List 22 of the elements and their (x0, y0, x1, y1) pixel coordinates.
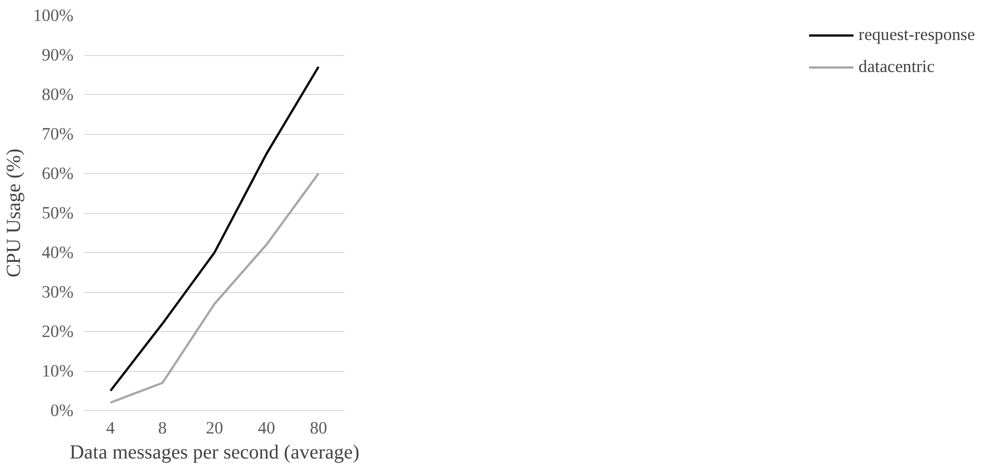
y-tick-label: 100% (33, 6, 74, 25)
y-tick-label: 10% (42, 362, 74, 380)
legend-label: datacentric (858, 57, 935, 77)
x-axis-title: Data messages per second (average) (70, 442, 360, 464)
line-series (109, 66, 320, 392)
x-tick-label: 8 (158, 418, 167, 438)
x-tick-label: 4 (106, 418, 116, 438)
x-tick-label: 20 (206, 418, 224, 438)
line-series (109, 172, 320, 404)
y-tick-label: 90% (42, 46, 74, 64)
y-tick-label: 20% (42, 322, 74, 341)
y-tick-label: 50% (42, 204, 74, 222)
x-tick-label: 40 (258, 418, 276, 438)
y-tick-label: 80% (42, 85, 74, 104)
y-tick-label: 0% (50, 401, 74, 420)
y-tick-label: 30% (42, 282, 74, 302)
y-tick-label: 40% (42, 243, 74, 262)
y-tick-label: 70% (42, 124, 74, 144)
y-axis-title: CPU Usage (%) (3, 148, 26, 278)
x-tick-label: 80 (310, 418, 328, 438)
y-tick-label: 60% (42, 164, 74, 183)
legend-label: request-response (858, 25, 975, 45)
